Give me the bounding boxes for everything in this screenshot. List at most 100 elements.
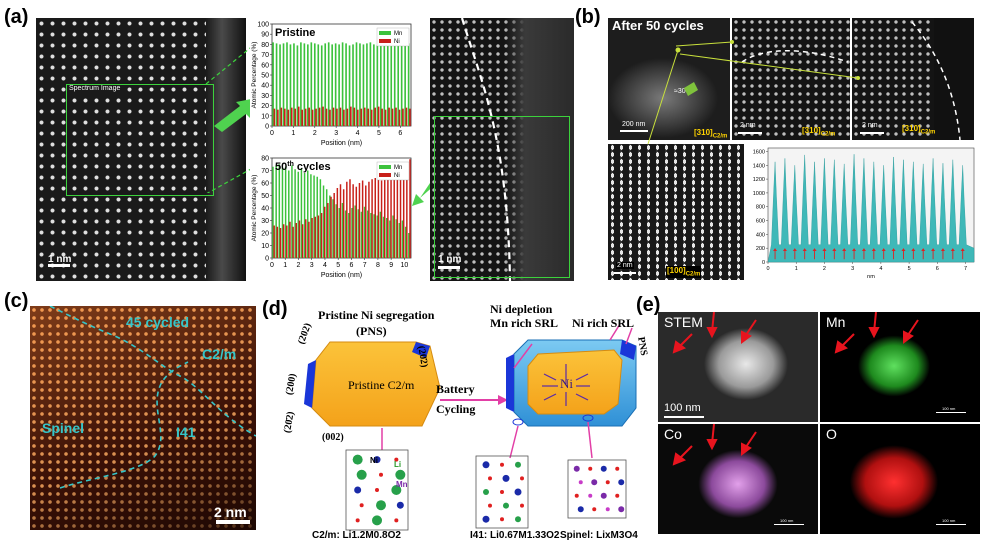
bar-mn — [404, 226, 407, 258]
bar-ni — [374, 107, 376, 126]
peak-arrow-head — [950, 248, 955, 251]
bar-ni — [317, 215, 320, 258]
panel-b-label: (b) — [575, 6, 601, 28]
bar-ni — [356, 109, 359, 126]
ni-core-label: Ni — [560, 376, 573, 391]
ni-rich-label: Ni rich SRL — [572, 316, 635, 330]
bar-mn — [282, 43, 285, 126]
scale-label-c: 2 nm — [214, 504, 247, 520]
bar-ni — [370, 109, 373, 126]
profile-y-tick: 1400 — [753, 163, 765, 169]
structure-c2m — [345, 449, 409, 531]
chart-pristine: 0 10 20 30 40 50 60 70 80 90 100 0 1 2 3 4 5 6 Position (n… — [250, 18, 415, 148]
bar-ni — [301, 109, 303, 126]
panel-e-label: (e) — [636, 294, 661, 316]
bar-mn — [272, 42, 274, 126]
mn-label: Mn — [826, 314, 846, 330]
atom — [500, 462, 504, 467]
chart-title: 50th cycles — [275, 161, 331, 173]
y-tick-label: 10 — [261, 113, 269, 120]
bar-mn — [348, 45, 351, 126]
bar-mn — [407, 43, 410, 126]
x-tick-label: 2 — [313, 130, 317, 137]
legend-swatch-ni — [379, 39, 391, 43]
bar-mn — [352, 44, 354, 126]
spinel-label: Spinel — [42, 420, 85, 436]
panel-c-label: (c) — [4, 290, 29, 312]
bar-ni — [339, 107, 342, 126]
profile-y-tick: 1600 — [753, 149, 765, 155]
bar-mn — [408, 233, 410, 258]
bar-mn — [383, 42, 386, 126]
profile-y-tick: 0 — [762, 260, 765, 266]
bar-ni — [327, 203, 329, 258]
bar-ni — [405, 107, 408, 126]
x-tick-label: 6 — [398, 130, 402, 137]
scale-label-b4: 2 nm — [616, 262, 634, 269]
bar-mn — [380, 43, 382, 126]
chart-pristine-svg: 0 10 20 30 40 50 60 70 80 90 100 0 1 2 3 4 5 6 Position (n… — [251, 22, 412, 147]
bar-mn — [316, 176, 318, 258]
panel-d-label: (d) — [262, 298, 288, 320]
peak-arrow-head — [782, 248, 787, 251]
y-axis-label: Atomic Percentage (%) — [251, 42, 258, 109]
zone-axis-b1: [310]C2/m — [694, 128, 728, 140]
profile-x-tick: 7 — [964, 266, 967, 272]
legend-swatch-mn — [379, 165, 391, 169]
bar-mn — [390, 43, 393, 126]
x-tick-label: 8 — [376, 262, 380, 269]
bar-ni — [374, 178, 376, 258]
atom — [379, 472, 383, 477]
bar-mn — [341, 203, 344, 258]
bar-mn — [366, 43, 368, 126]
x-tick-label: 9 — [389, 262, 393, 269]
after-cycles-title: After 50 cycles — [612, 18, 704, 33]
bar-ni — [391, 108, 394, 126]
bar-mn — [398, 223, 401, 258]
peak-arrow-head — [842, 248, 847, 251]
atom — [488, 503, 492, 508]
x-tick-label: 5 — [336, 262, 340, 269]
bar-mn — [392, 215, 394, 258]
atom-li-label: Li — [394, 460, 402, 469]
bar-mn — [275, 43, 278, 126]
atom — [375, 488, 379, 492]
spectrum-image-box: Spectrum Image — [66, 84, 214, 196]
legend-ni: Ni — [394, 173, 400, 179]
y-tick-label: 20 — [261, 103, 269, 110]
y-tick-label: 60 — [261, 181, 269, 188]
atom — [520, 476, 524, 481]
bar-mn — [373, 214, 375, 258]
bar-mn — [362, 44, 365, 126]
y-tick-label: 10 — [261, 243, 269, 250]
y-tick-label: 100 — [257, 22, 269, 29]
legend-swatch-mn — [379, 31, 391, 35]
bar-mn — [296, 45, 299, 126]
bar-mn — [335, 204, 337, 258]
y-tick-label: 0 — [265, 124, 269, 131]
bar-mn — [370, 213, 372, 258]
i41-label: I41 — [176, 424, 196, 440]
legend-mn: Mn — [394, 165, 402, 171]
y-tick-label: 80 — [261, 42, 269, 49]
bar-ni — [336, 188, 339, 258]
bar-mn — [351, 208, 353, 258]
bar-mn — [331, 44, 333, 126]
scale-label-mn: 100 nm — [942, 406, 956, 411]
x-tick-label: 4 — [323, 262, 327, 269]
atom — [515, 461, 521, 468]
x-tick-label: 3 — [334, 130, 338, 137]
bar-ni — [409, 159, 411, 258]
bar-mn — [338, 44, 340, 126]
scale-label-o: 100 nm — [942, 518, 956, 523]
cycled-particle-core — [527, 349, 623, 415]
arrow-up-right-icon — [214, 98, 256, 132]
bar-mn — [300, 42, 302, 126]
bar-ni — [353, 107, 356, 126]
y-axis-label: Atomic Percentage (%) — [251, 175, 258, 242]
x-axis-label: Position (nm) — [321, 140, 362, 147]
peak-arrow-head — [891, 248, 896, 251]
atom — [592, 507, 597, 512]
bar-mn — [303, 43, 306, 126]
scale-bar-b3 — [860, 132, 884, 134]
